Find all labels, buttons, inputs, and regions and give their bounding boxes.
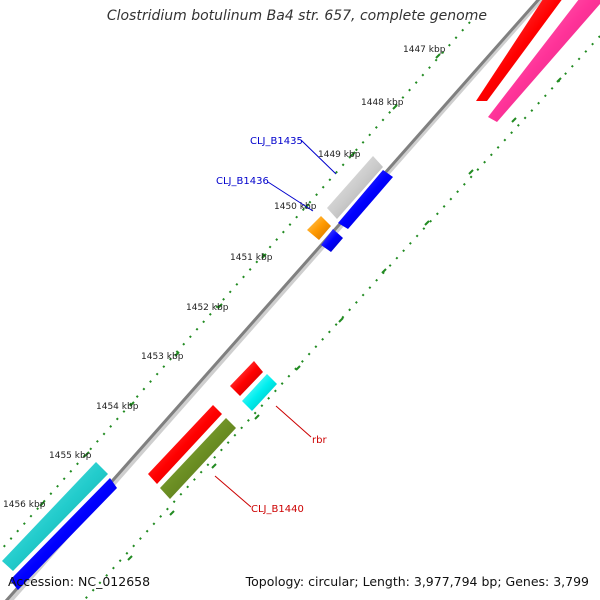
olive-gene-clj-b1440[interactable] [160, 418, 236, 499]
tick-marks [39, 53, 441, 507]
gene-label-clj-b1436[interactable]: CLJ_B1436 [216, 176, 269, 187]
tick-label-1456: 1456 kbp [3, 500, 46, 510]
gene-label-clj-b1440[interactable]: CLJ_B1440 [251, 504, 304, 515]
tick-labels: 1447 kbp 1448 kbp 1449 kbp 1450 kbp 1451… [3, 45, 446, 510]
tick-label-1451: 1451 kbp [230, 253, 273, 263]
teal-gene-bottom[interactable] [2, 462, 108, 571]
blue-gene-bottom[interactable] [10, 478, 117, 590]
blue-gene-1[interactable] [338, 170, 393, 229]
gene-label-clj-b1435[interactable]: CLJ_B1435 [250, 136, 303, 147]
gene-label-rbr[interactable]: rbr [312, 435, 327, 446]
red-gene-mid[interactable] [148, 405, 222, 484]
pink-gene-top[interactable] [488, 0, 600, 122]
blue-gene-2[interactable] [321, 229, 343, 252]
genome-summary-text: Topology: circular; Length: 3,977,794 bp… [245, 574, 589, 589]
inner-tick-marks [127, 77, 562, 561]
tick-label-1453: 1453 kbp [141, 352, 184, 362]
tick-label-1452: 1452 kbp [186, 303, 229, 313]
tick-label-1448: 1448 kbp [361, 98, 404, 108]
genome-title: Clostridium botulinum Ba4 str. 657, comp… [106, 8, 487, 24]
cyan-gene-rbr[interactable] [242, 374, 277, 411]
red-gene-top[interactable] [476, 0, 569, 101]
red-gene-small[interactable] [230, 361, 263, 396]
accession-text: Accession: NC_012658 [8, 574, 151, 589]
tick-label-1450: 1450 kbp [274, 202, 317, 212]
tick-label-1454: 1454 kbp [96, 402, 139, 412]
gene-labels: CLJ_B1435 CLJ_B1436 rbr CLJ_B1440 [216, 136, 327, 515]
inner-dotted-track [82, 35, 600, 600]
tick-label-1449: 1449 kbp [318, 150, 361, 160]
gray-gene[interactable] [327, 156, 383, 219]
tick-label-1447: 1447 kbp [403, 45, 446, 55]
tick-label-1455: 1455 kbp [49, 451, 92, 461]
label-leaders [214, 139, 337, 508]
orange-gene[interactable] [307, 216, 331, 240]
